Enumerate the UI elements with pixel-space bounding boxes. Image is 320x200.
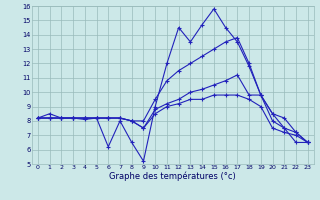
X-axis label: Graphe des températures (°c): Graphe des températures (°c) — [109, 172, 236, 181]
